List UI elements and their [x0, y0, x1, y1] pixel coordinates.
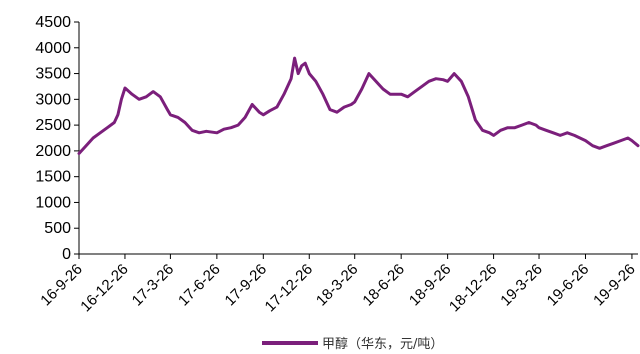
y-tick-label: 3000 [35, 91, 71, 108]
x-tick-label: 17-6-26 [175, 261, 224, 310]
y-tick-label: 500 [44, 220, 71, 237]
y-tick-label: 0 [62, 246, 71, 263]
y-tick-label: 4500 [35, 14, 71, 31]
y-tick-label: 1000 [35, 194, 71, 211]
x-axis: 16-9-2616-12-2617-3-2617-6-2617-9-2617-1… [37, 253, 639, 315]
series-layer [77, 56, 640, 155]
x-tick-label: 18-3-26 [313, 261, 362, 310]
series-line-0 [77, 56, 640, 155]
y-tick-label: 3500 [35, 66, 71, 83]
x-tick-label: 18-12-26 [446, 261, 500, 315]
x-tick-label: 19-3-26 [497, 261, 546, 310]
x-tick-label: 17-3-26 [129, 261, 178, 310]
x-tick-label: 19-9-26 [590, 261, 639, 310]
legend: 甲醇（华东，元/吨） [262, 336, 443, 352]
y-tick-label: 1500 [35, 169, 71, 186]
legend-label: 甲醇（华东，元/吨） [322, 336, 443, 352]
x-tick-label: 18-6-26 [359, 261, 408, 310]
y-tick-label: 2500 [35, 117, 71, 134]
y-tick-label: 2000 [35, 143, 71, 160]
x-tick-label: 19-6-26 [544, 261, 593, 310]
y-axis: 0 500 1000 1500 2000 2500 3000 3500 4000 4500 [35, 14, 80, 263]
x-tick-label: 16-12-26 [77, 261, 131, 315]
y-tick-label: 4000 [35, 40, 71, 57]
x-tick-label: 17-12-26 [262, 261, 316, 315]
